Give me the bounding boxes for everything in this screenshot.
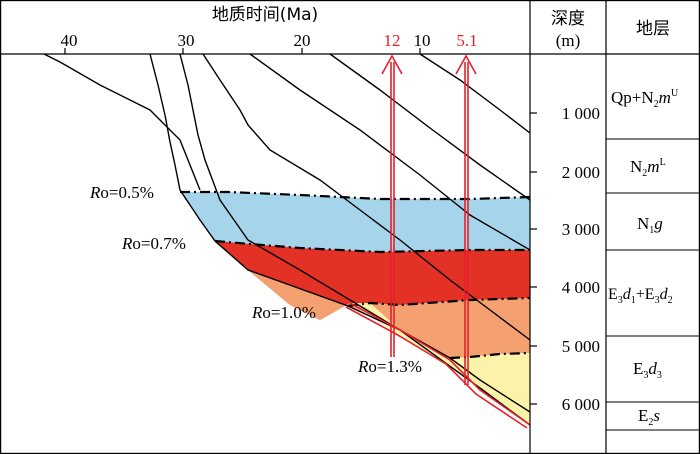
red-burial-line-b [345,306,528,429]
ro-isoline-1.3 [449,351,531,360]
ro-isoline-0.5 [180,190,531,201]
arrow-5.1-head [455,54,477,75]
marker-arrows [345,54,531,429]
burial-curve-4 [249,53,531,251]
strata-separators [606,138,700,431]
burial-curve-top [43,53,201,191]
strata-e2s: E2s [638,406,660,428]
time-tick-12: 12 [384,31,401,50]
zone-ro-0.5-0.7 [180,192,530,252]
depth-tick-5000: 5 000 [562,337,600,356]
burial-curve-6 [419,53,531,134]
burial-curve-3 [202,53,531,341]
ro-isoline-1.0 [347,296,531,308]
ro-isoline-0.7 [214,239,530,254]
time-tick-30: 30 [178,31,195,50]
strata-n1g: N1g [637,214,663,236]
depth-title-line1: 深度 [551,9,585,29]
ro-isolines [180,190,531,360]
burial-curve-5 [329,53,531,201]
time-tick-5.1: 5.1 [456,31,477,50]
ro-label-0.7: Ro=0.7% [121,234,186,253]
strata-labels: Qp+N2mU N2mL N1g E3d1+E3d2 E3d3 E2s [608,88,679,428]
depth-tick-3000: 3 000 [562,220,600,239]
depth-tick-4000: 4 000 [562,278,600,297]
time-tick-40: 40 [61,31,78,50]
strata-e3d1-e3d2: E3d1+E3d2 [608,286,673,306]
time-axis-ticks [64,48,421,54]
strata-e3d3: E3d3 [633,359,662,381]
depth-tick-2000: 2 000 [562,163,600,182]
depth-axis-ticks [530,112,537,405]
ro-label-0.5: Ro=0.5% [89,183,154,202]
strata-title: 地层 [636,19,670,39]
red-burial-line-a [349,302,531,426]
zone-ro-1.3-plus [350,303,530,425]
arrow-12-head [381,54,403,75]
ro-label-1.3: Ro=1.3% [357,357,422,376]
depth-title-line2: (m) [556,31,581,50]
time-tick-20: 20 [294,31,311,50]
zone-ro-1.0-1.3 [248,270,530,358]
ro-label-1.0: Ro=1.0% [251,303,316,322]
depth-tick-1000: 1 000 [562,104,600,123]
time-axis-title: 地质时间(Ma) [212,5,318,25]
strata-n2ml: N2mL [630,157,666,179]
time-tick-10: 10 [414,31,431,50]
strata-qp-n2mu: Qp+N2mU [611,88,679,110]
depth-tick-6000: 6 000 [562,395,600,414]
